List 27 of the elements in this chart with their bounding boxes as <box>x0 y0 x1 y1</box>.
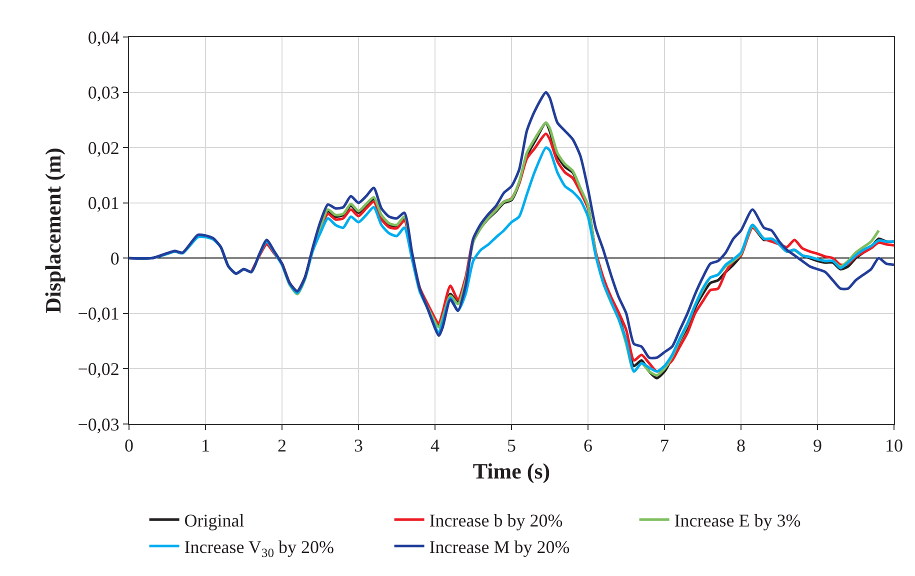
y-tick-label: −0,01 <box>78 304 120 324</box>
x-tick-label: 1 <box>201 436 210 456</box>
y-tick-label: 0,04 <box>88 27 120 48</box>
legend-label: Original <box>184 510 244 531</box>
y-tick-label: 0,01 <box>88 193 120 214</box>
x-axis-title: Time (s) <box>472 458 550 484</box>
x-tick-label: 8 <box>736 436 746 456</box>
line-series <box>129 90 894 360</box>
y-tick-label: 0 <box>110 248 120 268</box>
legend-label: Increase b by 20% <box>429 510 563 531</box>
legend-label: Increase M by 20% <box>429 537 570 558</box>
legend-label: Increase V$_{30}$ by 20% <box>184 537 334 560</box>
x-tick-label: 0 <box>124 436 134 456</box>
x-tick-label: 9 <box>813 436 822 456</box>
legend-label: Increase E by 3% <box>674 510 801 531</box>
y-tick-label: −0,02 <box>78 359 120 380</box>
x-tick-label: 3 <box>354 436 363 456</box>
y-tick-label: 0,03 <box>88 82 120 103</box>
y-tick-label: −0,03 <box>78 414 120 434</box>
x-tick-label: 5 <box>507 436 516 456</box>
x-tick-label: 4 <box>430 436 440 456</box>
y-tick-label: 0,02 <box>88 138 120 158</box>
x-tick-label: 7 <box>660 436 669 456</box>
x-tick-label: 6 <box>584 436 592 456</box>
x-tick-label: 10 <box>885 436 903 456</box>
y-axis-title: Displacement (m) <box>40 148 66 314</box>
x-tick-label: 2 <box>278 436 286 456</box>
